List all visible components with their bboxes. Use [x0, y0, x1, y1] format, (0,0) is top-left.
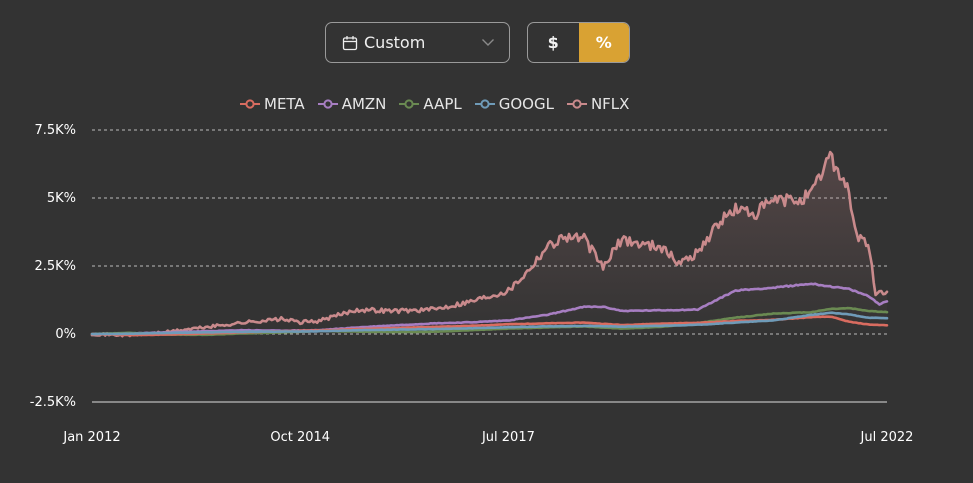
y-tick-label: 7.5K% — [34, 123, 76, 138]
x-tick-label: Jul 2017 — [481, 430, 535, 445]
x-tick-label: Jul 2022 — [860, 430, 914, 445]
y-tick-label: -2.5K% — [30, 395, 76, 410]
legend-marker-icon — [240, 99, 260, 109]
legend-label: AAPL — [423, 95, 462, 113]
calendar-icon — [342, 35, 358, 50]
dollar-mode-button[interactable]: $ — [547, 33, 559, 52]
legend-label: GOOGL — [498, 95, 554, 113]
y-tick-label: 2.5K% — [34, 259, 76, 274]
legend-marker-icon — [566, 99, 587, 109]
x-tick-label: Jan 2012 — [62, 430, 120, 445]
y-tick-label: 5K% — [47, 191, 76, 206]
chevron-down-icon — [482, 39, 494, 46]
legend-label: NFLX — [590, 95, 630, 113]
date-range-label: Custom — [364, 33, 426, 52]
legend-marker-icon — [399, 99, 420, 109]
series-area-nflx — [92, 152, 887, 337]
legend-item-amzn[interactable]: AMZN — [317, 95, 387, 113]
legend-item-nflx[interactable]: NFLX — [566, 95, 630, 113]
legend-marker-icon — [317, 99, 338, 109]
date-range-dropdown[interactable]: Custom — [325, 22, 510, 63]
y-tick-label: 0% — [55, 327, 76, 342]
legend-item-aapl[interactable]: AAPL — [399, 95, 462, 113]
x-tick-label: Oct 2014 — [270, 430, 330, 445]
legend-label: AMZN — [341, 95, 387, 113]
chart-legend: META AMZN AAPL GOOGL NFLX — [240, 93, 629, 115]
legend-label: META — [264, 95, 305, 113]
series-line-aapl — [90, 306, 889, 337]
series-line-nflx — [90, 150, 889, 338]
legend-item-meta[interactable]: META — [240, 95, 305, 113]
legend-marker-icon — [474, 99, 495, 109]
value-mode-toggle: $ % — [527, 22, 630, 63]
legend-item-googl[interactable]: GOOGL — [474, 95, 554, 113]
percent-mode-button[interactable]: % — [578, 23, 629, 62]
series-line-googl — [90, 311, 889, 336]
